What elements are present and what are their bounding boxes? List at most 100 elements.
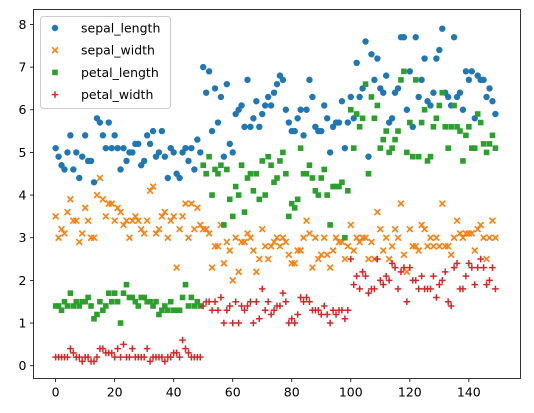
sepal-width-point xyxy=(424,242,431,250)
petal-width-point xyxy=(247,298,254,306)
sepal-length-point xyxy=(185,157,192,165)
petal-width-point xyxy=(84,353,92,361)
sepal-width-point xyxy=(391,225,399,233)
sepal-width-point xyxy=(131,212,139,220)
sepal-width-point xyxy=(432,234,440,242)
petal-width-point xyxy=(232,298,239,306)
sepal-width-point xyxy=(55,234,63,242)
sepal-width-point xyxy=(376,225,384,233)
legend: sepal_length sepal_width petal_lengthpetal… xyxy=(40,16,171,109)
petal-width-point xyxy=(453,260,461,267)
sepal-width-point xyxy=(214,242,222,250)
petal-width-point xyxy=(238,302,245,310)
sepal-length-point xyxy=(229,149,236,156)
petal-length-point xyxy=(215,170,221,177)
sepal-width-point xyxy=(155,225,163,233)
sepal-width-point xyxy=(111,217,119,225)
sepal-length-point xyxy=(492,110,499,118)
sepal-length-point xyxy=(418,76,425,84)
sepal-width-point xyxy=(379,247,387,254)
petal-width-point xyxy=(406,264,414,271)
petal-width-point xyxy=(365,289,372,297)
x-tick-label: 40 xyxy=(166,385,182,400)
petal-length-point xyxy=(73,298,80,305)
sepal-width-point xyxy=(480,234,488,242)
petal-width-point xyxy=(317,311,325,318)
sepal-length-point xyxy=(338,98,346,105)
petal-width-point xyxy=(391,264,399,271)
petal-length-point xyxy=(162,303,168,309)
sepal-length-point xyxy=(155,149,163,156)
sepal-length-point xyxy=(108,144,115,152)
petal-width-point xyxy=(450,264,458,271)
petal-length-point xyxy=(126,294,133,301)
petal-width-point xyxy=(430,272,437,280)
sepal-width-point xyxy=(52,212,60,220)
sepal-length-point xyxy=(111,132,118,139)
petal-width-point xyxy=(465,260,473,267)
sepal-length-point xyxy=(374,55,381,62)
sepal-length-point xyxy=(344,119,352,126)
petal-length-point xyxy=(150,303,156,309)
petal-width-point xyxy=(388,260,396,267)
petal-length-point xyxy=(442,124,449,130)
petal-length-point xyxy=(238,162,245,169)
petal-width-point xyxy=(403,298,411,306)
sepal-length-point xyxy=(217,93,225,101)
sepal-width-point xyxy=(320,234,328,242)
data-markers xyxy=(52,25,499,365)
petal-width-point xyxy=(270,306,278,314)
sepal-width-point xyxy=(220,259,228,267)
sepal-length-point xyxy=(318,127,325,135)
sepal-width-point xyxy=(282,238,290,246)
petal-length-point xyxy=(224,166,230,173)
sepal-length-point xyxy=(96,119,104,126)
sepal-width-point xyxy=(306,229,313,237)
petal-length-point xyxy=(327,222,333,228)
sepal-width-point xyxy=(270,238,278,246)
sepal-length-point xyxy=(297,106,304,113)
y-tick-label: 1 xyxy=(19,316,27,331)
petal-length-point xyxy=(471,145,478,151)
petal-length-point xyxy=(250,188,257,194)
sepal-width-point xyxy=(120,221,127,229)
sepal-length-point xyxy=(73,149,80,156)
sepal-width-point xyxy=(99,195,107,203)
sepal-length-point xyxy=(430,89,437,96)
sepal-length-point xyxy=(158,127,166,135)
petal-width-point xyxy=(474,264,482,271)
sepal-length-point xyxy=(87,157,95,165)
sepal-length-point xyxy=(76,174,83,182)
sepal-width-point xyxy=(444,242,452,250)
sepal-width-point xyxy=(208,264,216,272)
petal-width-point xyxy=(356,285,363,293)
sepal-width-point xyxy=(412,242,420,250)
sepal-length-point xyxy=(400,34,408,41)
sepal-length-point xyxy=(220,153,228,160)
petal-length-point xyxy=(94,311,100,318)
sepal-length-point xyxy=(444,93,452,101)
petal-width-point xyxy=(93,353,101,361)
petal-length-point xyxy=(436,102,443,109)
sepal-length-point xyxy=(149,127,157,135)
petal-length-point xyxy=(477,119,484,126)
petal-width-point xyxy=(433,294,440,301)
sepal-length-point xyxy=(135,140,142,148)
sepal-length-point xyxy=(164,174,171,182)
legend-frame xyxy=(40,16,171,109)
sepal-width-point xyxy=(246,234,254,242)
petal-length-point xyxy=(179,294,186,301)
petal-length-point xyxy=(463,132,469,139)
sepal-length-point xyxy=(205,68,213,75)
y-tick-label: 2 xyxy=(19,273,27,288)
series-petal-width xyxy=(52,255,499,365)
sepal-width-point xyxy=(96,174,104,182)
sepal-width-point xyxy=(90,234,98,242)
legend-label: petal_width xyxy=(81,87,153,102)
y-axis: 0 1 2 3 4 5 6 7 8 xyxy=(19,17,34,373)
sepal-length-point xyxy=(90,179,98,186)
petal-length-point xyxy=(226,196,233,203)
petal-width-point xyxy=(279,289,287,297)
petal-length-point xyxy=(100,307,106,314)
sepal-length-point xyxy=(436,46,443,54)
